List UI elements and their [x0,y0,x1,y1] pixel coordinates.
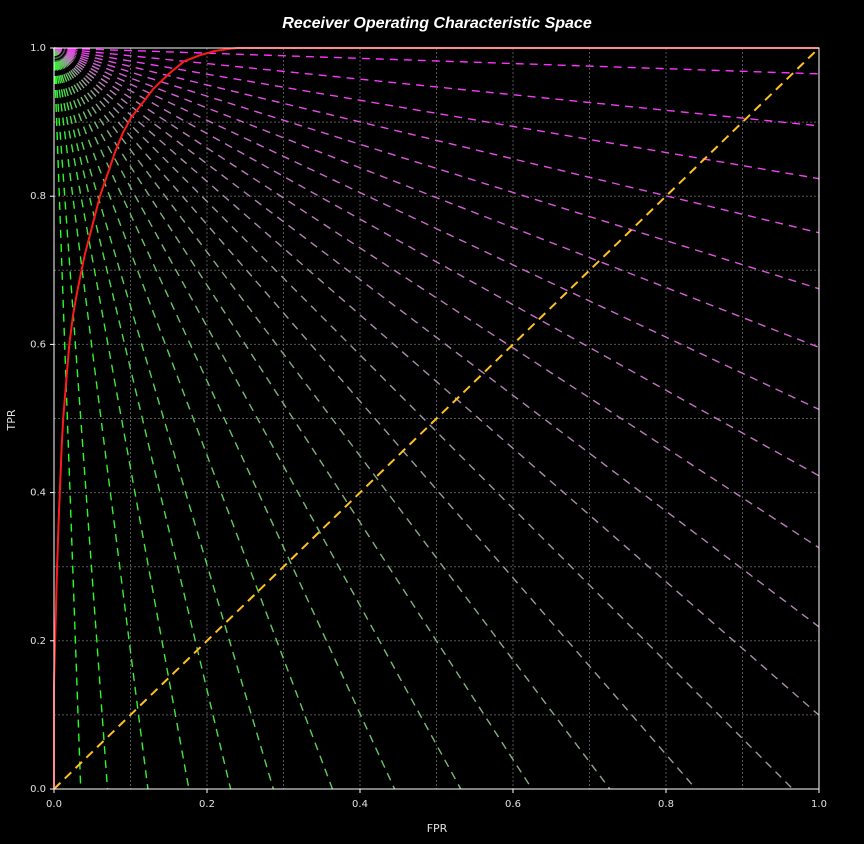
iso-line [53,47,109,790]
corner-arc-segment [68,63,71,66]
iso-line [53,47,820,411]
x-tick-label: 0.2 [199,799,215,810]
iso-line [53,47,232,790]
x-axis-label: FPR [427,822,448,835]
corner-arc-segment [66,61,69,64]
y-tick-label: 0.2 [30,636,46,647]
x-tick-label: 0.6 [505,799,521,810]
roc-curve [53,47,819,789]
corner-arc-segment [70,61,73,64]
iso-line [53,47,820,477]
corner-arc-segment [67,64,70,67]
x-tick-label: 0.8 [658,799,674,810]
iso-line [53,47,820,234]
iso-line [53,47,611,790]
y-axis-ticks: 0.0 0.2 0.4 0.6 0.8 1.0 [30,43,54,795]
x-axis-ticks: 0.0 0.2 0.4 0.6 0.8 1.0 [46,789,827,810]
iso-line [53,47,794,790]
iso-line [53,47,533,790]
chart-title: Receiver Operating Characteristic Space [282,15,592,32]
plot-frame [53,47,820,790]
iso-line [53,47,820,628]
iso-line [53,47,697,790]
x-tick-label: 0.4 [352,799,368,810]
iso-line [53,47,149,790]
corner-arc-segment [69,62,72,65]
y-axis-label: TPR [5,409,18,431]
y-tick-label: 1.0 [30,43,46,54]
y-tick-label: 0.8 [30,191,46,202]
y-tick-label: 0.0 [30,784,46,795]
random-classifier-diagonal [53,47,820,790]
iso-performance-lines [53,47,820,790]
iso-line [53,47,334,790]
iso-line [53,47,275,790]
iso-line [53,47,820,716]
corner-arc-segment [68,59,70,62]
x-tick-label: 1.0 [811,799,827,810]
iso-line [53,47,820,349]
iso-line [53,47,820,75]
corner-arc-segment [71,60,74,62]
y-tick-label: 0.4 [30,488,46,499]
iso-line [53,47,396,790]
iso-line [53,47,462,790]
iso-line [53,47,820,180]
iso-line [53,47,82,790]
iso-line [53,47,820,127]
x-tick-label: 0.0 [46,799,62,810]
iso-line [53,47,820,549]
iso-line [53,47,820,290]
corner-arc-segment [67,60,70,63]
y-tick-label: 0.6 [30,339,46,350]
